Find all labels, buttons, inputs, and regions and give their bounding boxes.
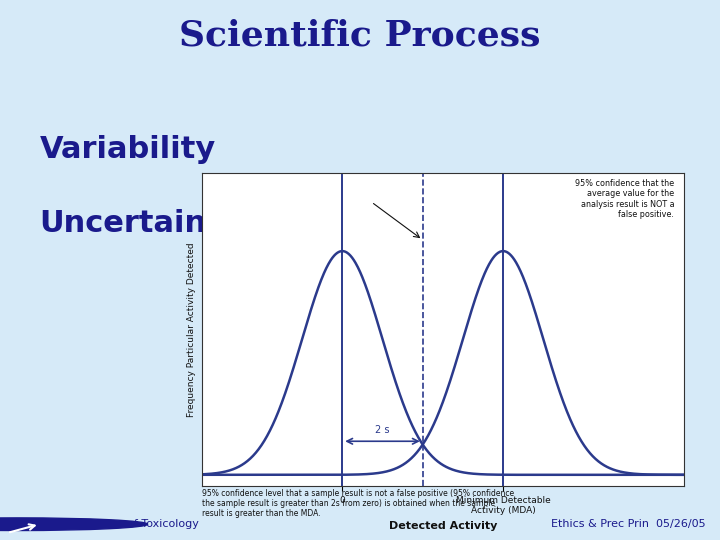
- Text: A Small Dose of Toxicology: A Small Dose of Toxicology: [50, 519, 199, 529]
- Circle shape: [0, 518, 148, 530]
- Text: 95% confidence level that a sample result is not a false positive (95% confidenc: 95% confidence level that a sample resul…: [202, 489, 514, 518]
- X-axis label: Detected Activity: Detected Activity: [389, 521, 497, 531]
- Text: Uncertainty: Uncertainty: [40, 210, 241, 238]
- Text: 2 s: 2 s: [375, 424, 390, 435]
- Text: 95% confidence that the
average value for the
analysis result is NOT a
false pos: 95% confidence that the average value fo…: [575, 179, 675, 219]
- Text: Variability: Variability: [40, 136, 216, 164]
- Text: Ethics & Prec Prin  05/26/05: Ethics & Prec Prin 05/26/05: [551, 519, 706, 529]
- Text: Scientific Process: Scientific Process: [179, 18, 541, 52]
- Y-axis label: Frequency Particular Activity Detected: Frequency Particular Activity Detected: [187, 242, 196, 417]
